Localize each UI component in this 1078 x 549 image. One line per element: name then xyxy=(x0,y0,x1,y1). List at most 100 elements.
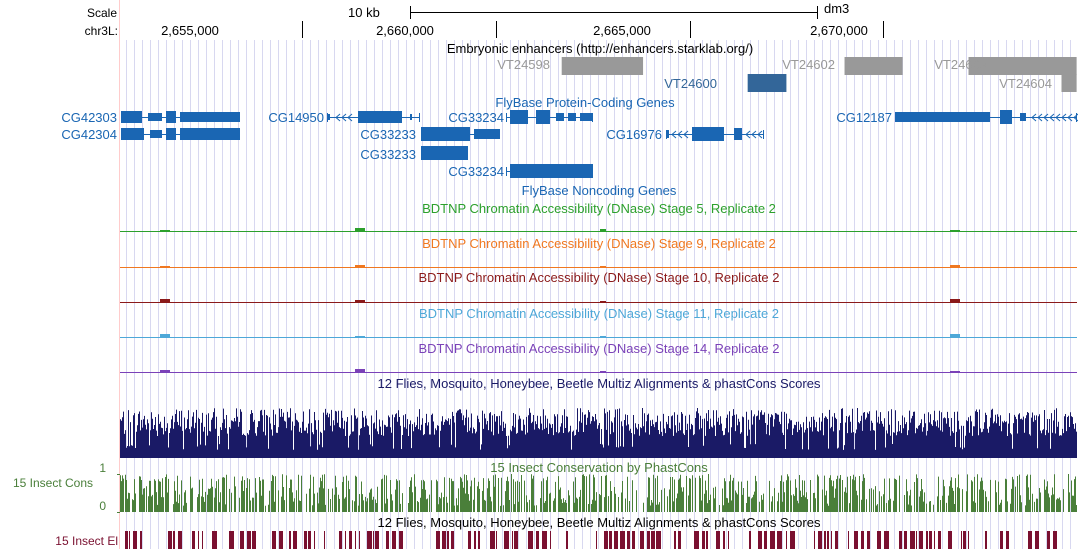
conserved-element xyxy=(399,531,403,549)
gene-label[interactable]: CG12187 xyxy=(836,110,892,125)
gene-exon xyxy=(692,127,724,141)
conserved-element xyxy=(614,531,618,549)
phastcons-title[interactable]: 15 Insect Conservation by PhastCons xyxy=(490,460,708,475)
dnase-stage5-title[interactable]: BDTNP Chromatin Accessibility (DNase) St… xyxy=(422,201,776,216)
conserved-element xyxy=(129,531,130,549)
ruler-position-1: 2,655,000 xyxy=(161,23,219,38)
gene-strand-arrow xyxy=(1037,113,1043,122)
gene-exon xyxy=(180,128,240,140)
conserved-element xyxy=(770,531,775,549)
conserved-element xyxy=(229,531,234,549)
conserved-element xyxy=(764,531,767,549)
flybase-coding-title[interactable]: FlyBase Protein-Coding Genes xyxy=(495,95,675,110)
conserved-element xyxy=(478,531,480,549)
multiz-histogram xyxy=(120,408,1077,458)
elements-left-label[interactable]: 15 Insect El xyxy=(55,534,118,548)
conserved-element xyxy=(496,531,497,549)
conserved-element xyxy=(566,531,568,549)
conserved-element xyxy=(848,531,849,549)
conserved-element xyxy=(304,531,307,549)
conserved-element xyxy=(835,531,838,549)
conserved-element xyxy=(173,531,175,549)
dnase-peak xyxy=(600,229,606,231)
gene-label[interactable]: CG33234 xyxy=(448,110,504,125)
gene-label[interactable]: CG16976 xyxy=(606,127,662,142)
conserved-element xyxy=(373,531,374,549)
conserved-element xyxy=(542,531,547,549)
flybase-noncoding-title[interactable]: FlyBase Noncoding Genes xyxy=(521,183,677,198)
gene-exon xyxy=(536,110,550,124)
dnase-peak xyxy=(950,265,960,267)
gene-label[interactable]: CG42304 xyxy=(61,127,117,142)
chrom-label: chr3L: xyxy=(84,24,118,38)
conserved-element xyxy=(339,531,342,549)
enhancer-label[interactable]: VT24604 xyxy=(999,76,1052,91)
gene-strand-arrow xyxy=(1061,113,1067,122)
conserved-element xyxy=(919,531,923,549)
gene-label[interactable]: CG42303 xyxy=(61,110,117,125)
enhancer-block xyxy=(1061,74,1077,92)
scale-label: Scale xyxy=(86,6,117,20)
conserved-element xyxy=(632,531,635,549)
conserved-element xyxy=(386,531,389,549)
dnase-peak xyxy=(950,299,960,302)
phastcons-axis-max: 1 xyxy=(99,461,106,475)
gene-exon xyxy=(121,128,144,140)
elements-title[interactable]: 12 Flies, Mosquito, Honeybee, Beetle Mul… xyxy=(377,515,821,530)
dnase-peak xyxy=(355,369,365,372)
enhancer-label[interactable]: VT24600 xyxy=(664,76,717,91)
dnase-stage10-title[interactable]: BDTNP Chromatin Accessibility (DNase) St… xyxy=(418,270,780,285)
conserved-element xyxy=(512,531,513,549)
conserved-element xyxy=(192,531,195,549)
conserved-element xyxy=(490,531,495,549)
conserved-element xyxy=(240,531,244,549)
conserved-element xyxy=(1000,531,1003,549)
gene-label[interactable]: CG33233 xyxy=(360,127,416,142)
gene-exon xyxy=(895,112,990,122)
gene-exon xyxy=(1000,110,1012,124)
gene-strand-arrow xyxy=(745,130,751,139)
gene-exon xyxy=(166,128,176,140)
conserved-element xyxy=(596,531,597,549)
conserved-element xyxy=(758,531,762,549)
conserved-element xyxy=(910,531,915,549)
conserved-element xyxy=(929,531,932,549)
dnase-peak xyxy=(160,230,170,231)
conserved-element xyxy=(640,531,644,549)
conserved-element xyxy=(178,531,182,549)
gene-exon xyxy=(474,129,500,139)
phastcons-left-label[interactable]: 15 Insect Cons xyxy=(12,476,93,490)
dnase-peak xyxy=(160,334,170,337)
conserved-element xyxy=(442,531,446,549)
conserved-element xyxy=(1035,531,1039,549)
dnase-peak xyxy=(355,228,365,231)
conserved-element xyxy=(474,531,476,549)
enhancers-track-title[interactable]: Embryonic enhancers (http://enhancers.st… xyxy=(446,41,754,56)
dnase-stage9-title[interactable]: BDTNP Chromatin Accessibility (DNase) St… xyxy=(422,236,776,251)
enhancer-label[interactable]: VT24598 xyxy=(497,57,550,72)
dnase-peak xyxy=(600,371,606,372)
gene-label[interactable]: CG14950 xyxy=(268,110,324,125)
enhancer-label[interactable]: VT24602 xyxy=(782,57,835,72)
gene-exon xyxy=(1020,113,1026,121)
conserved-element xyxy=(938,531,941,549)
conserved-element xyxy=(609,531,612,549)
dnase-stage14-title[interactable]: BDTNP Chromatin Accessibility (DNase) St… xyxy=(418,341,780,356)
dnase-peak xyxy=(950,334,960,337)
conserved-element xyxy=(272,531,276,549)
gene-label[interactable]: CG33233 xyxy=(360,147,416,162)
conserved-element xyxy=(968,531,969,549)
gene-exon xyxy=(410,114,412,120)
enhancer-label[interactable]: VT24603 xyxy=(934,57,987,72)
ruler-position-2: 2,660,000 xyxy=(376,23,434,38)
gene-exon xyxy=(358,111,402,123)
multiz-title[interactable]: 12 Flies, Mosquito, Honeybee, Beetle Mul… xyxy=(377,376,821,391)
conserved-element xyxy=(790,531,795,549)
dnase-stage11-title[interactable]: BDTNP Chromatin Accessibility (DNase) St… xyxy=(418,306,780,321)
conserved-element xyxy=(647,531,650,549)
conserved-element xyxy=(674,531,676,549)
conserved-element xyxy=(247,531,251,549)
noncoding-gene-label[interactable]: CG33234 xyxy=(448,164,504,179)
